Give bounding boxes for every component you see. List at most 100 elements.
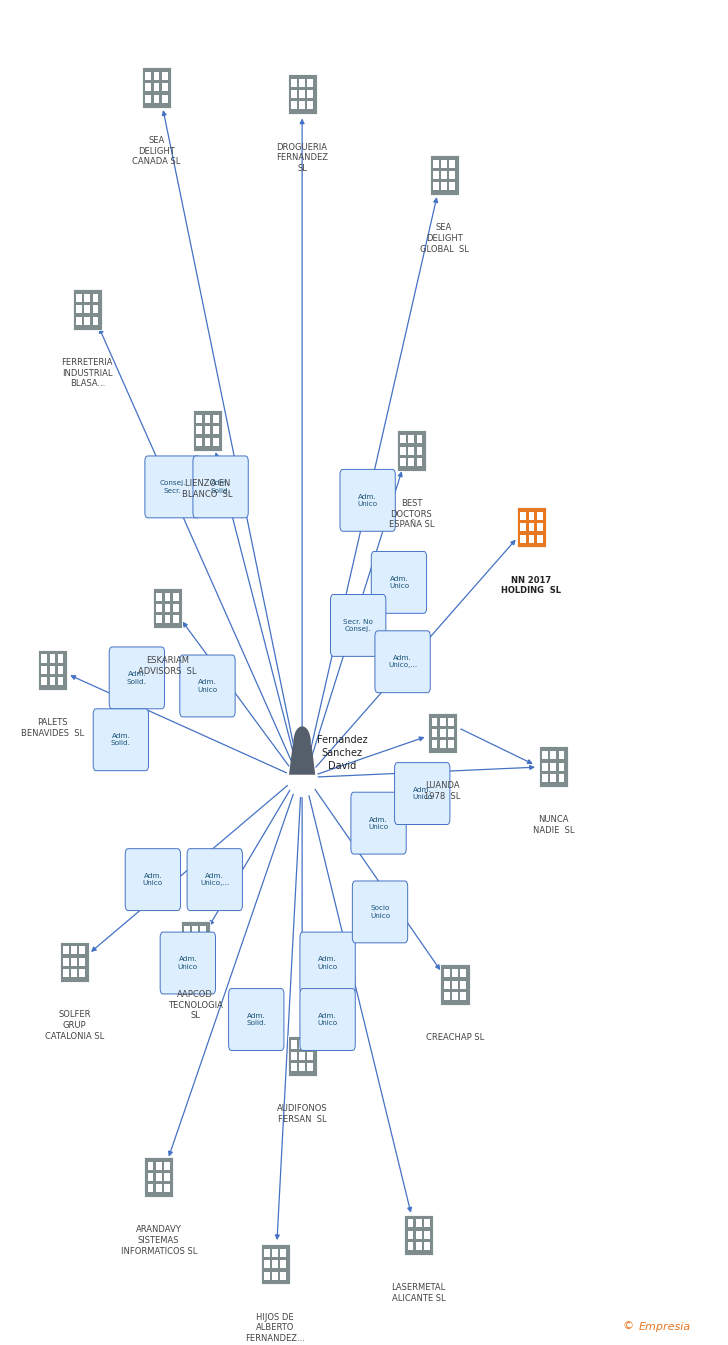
Bar [441, 160, 447, 168]
Bar [416, 1241, 422, 1250]
Bar [460, 981, 466, 989]
Bar [73, 289, 102, 330]
Text: Adm.
Solid.: Adm. Solid. [111, 733, 131, 746]
FancyBboxPatch shape [193, 456, 248, 518]
Bar [76, 305, 82, 313]
Bar [307, 1052, 313, 1060]
Bar [408, 457, 414, 465]
Bar [550, 752, 556, 760]
Bar [71, 958, 77, 966]
Bar [184, 948, 190, 956]
Text: Adm.
Unico: Adm. Unico [178, 956, 198, 970]
Text: NN 2017
HOLDING  SL: NN 2017 HOLDING SL [502, 576, 561, 596]
Text: LASERMETAL
ALICANTE SL: LASERMETAL ALICANTE SL [392, 1283, 446, 1303]
Bar [165, 615, 170, 623]
Text: DROGUERIA
FERNANDEZ
SL: DROGUERIA FERNANDEZ SL [276, 143, 328, 174]
Bar [60, 941, 89, 982]
Bar [449, 171, 455, 179]
Bar [192, 937, 198, 946]
Bar [205, 437, 210, 445]
FancyBboxPatch shape [187, 849, 242, 911]
Bar [205, 426, 210, 434]
Bar [432, 729, 438, 737]
Bar [424, 1231, 430, 1239]
Bar [291, 101, 297, 109]
FancyBboxPatch shape [331, 594, 386, 656]
Bar [84, 295, 90, 303]
Bar [184, 937, 190, 946]
Bar [146, 94, 151, 102]
Bar [529, 523, 534, 531]
Text: LIENZO EN
BLANCO  SL: LIENZO EN BLANCO SL [182, 479, 233, 499]
Text: Adm.
Unico: Adm. Unico [389, 576, 409, 589]
Bar [448, 718, 454, 726]
Bar [264, 1271, 270, 1279]
Bar [452, 981, 458, 989]
Bar [416, 1220, 422, 1228]
Bar [444, 991, 450, 999]
Bar [408, 1241, 414, 1250]
Bar [173, 615, 178, 623]
Bar [264, 1250, 270, 1258]
Text: FERRETERIA
INDUSTRIAL
BLASA...: FERRETERIA INDUSTRIAL BLASA... [62, 358, 113, 389]
Bar [84, 305, 90, 313]
Text: AAPCOD
TECNOLOGIA
SL: AAPCOD TECNOLOGIA SL [167, 990, 223, 1021]
Bar [261, 1244, 290, 1284]
Bar [416, 1231, 422, 1239]
FancyBboxPatch shape [145, 456, 200, 518]
Bar [71, 968, 77, 976]
Bar [416, 436, 422, 444]
Bar [432, 718, 438, 726]
Bar [433, 160, 439, 168]
Bar [291, 1041, 297, 1049]
FancyBboxPatch shape [93, 709, 149, 771]
Bar [307, 90, 313, 98]
Bar [428, 713, 457, 753]
Bar [424, 1220, 430, 1228]
Bar [408, 1220, 414, 1228]
Bar [153, 588, 182, 628]
Bar [440, 964, 470, 1005]
Bar [400, 447, 406, 455]
Bar [397, 430, 426, 471]
Text: BEST
DOCTORS
ESPAÑA SL: BEST DOCTORS ESPAÑA SL [389, 499, 434, 530]
Bar [542, 773, 548, 781]
Text: Adm.
Unico: Adm. Unico [317, 956, 338, 970]
Bar [192, 948, 198, 956]
Bar [307, 1063, 313, 1071]
Bar [71, 947, 77, 955]
Bar [430, 155, 459, 195]
Circle shape [293, 726, 311, 759]
Bar [291, 1052, 297, 1060]
Bar [521, 512, 526, 521]
Bar [58, 666, 63, 674]
Bar [444, 981, 450, 989]
Bar [280, 1271, 286, 1279]
Polygon shape [289, 745, 315, 775]
Bar [424, 1241, 430, 1250]
Bar [50, 666, 55, 674]
Bar [157, 593, 162, 601]
Text: Adm.
Unico,...: Adm. Unico,... [200, 873, 229, 886]
Bar [41, 655, 47, 663]
Bar [79, 947, 85, 955]
Bar [416, 447, 422, 455]
Bar [433, 182, 439, 190]
Text: ESKARIAM
ADVISORS  SL: ESKARIAM ADVISORS SL [138, 656, 197, 677]
Bar [537, 512, 542, 521]
Bar [460, 970, 466, 978]
Bar [408, 436, 414, 444]
Bar [299, 1063, 305, 1071]
Bar [291, 79, 297, 87]
Bar [299, 90, 305, 98]
Bar [550, 763, 556, 771]
Bar [184, 927, 190, 935]
FancyBboxPatch shape [395, 763, 450, 824]
Text: Adm.
Unico,...: Adm. Unico,... [388, 655, 417, 668]
Text: SEA
DELIGHT
GLOBAL  SL: SEA DELIGHT GLOBAL SL [419, 223, 469, 254]
Text: Socio
Único: Socio Único [370, 905, 390, 919]
Bar [41, 666, 47, 674]
Text: CREACHAP SL: CREACHAP SL [426, 1033, 484, 1042]
Text: ARANDAVY
SISTEMAS
INFORMATICOS SL: ARANDAVY SISTEMAS INFORMATICOS SL [121, 1225, 197, 1256]
Bar [537, 534, 542, 542]
